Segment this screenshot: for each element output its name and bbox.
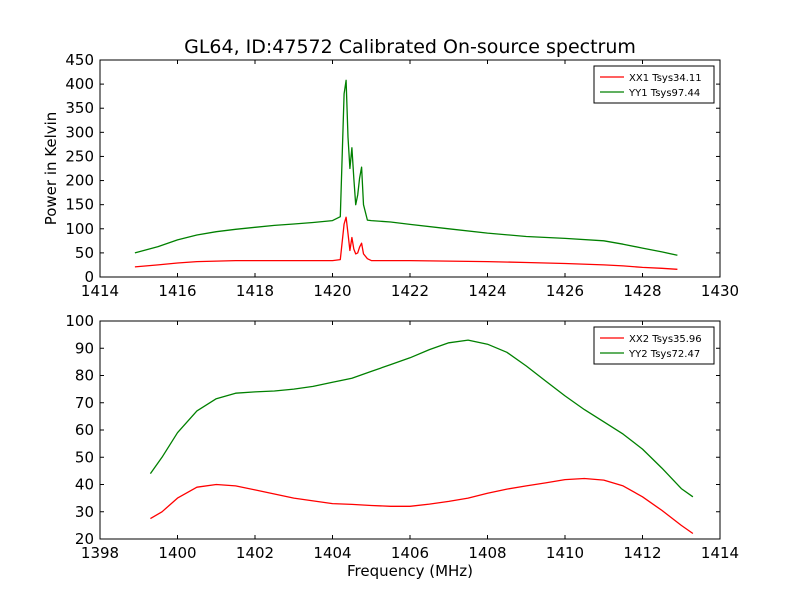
series-line-0-0 [134,216,678,270]
legend-label: YY2 Tsys72.47 [628,349,700,360]
x-tick-label: 1414 [701,544,739,562]
y-tick-label: 450 [65,51,94,69]
x-tick-label: 1418 [236,282,274,300]
legend-1: XX2 Tsys35.96 YY2 Tsys72.47 [593,326,715,365]
y-tick-label: 400 [65,75,94,93]
y-tick-label: 20 [75,530,94,548]
top-panel: 1414 1416 1418 1420 1422 1424 1426 1428 1430 0 50 1… [42,51,739,300]
x-tick-label: 1428 [623,282,661,300]
x-tick-label: 1426 [546,282,584,300]
y-tick-label: 50 [75,244,94,262]
series-line-0-1 [134,79,678,256]
y-tick-label: 100 [65,220,94,238]
legend-box [593,326,715,365]
y-tick-label: 80 [75,367,94,385]
y-tick-label: 150 [65,196,94,214]
x-tick-label: 1422 [391,282,429,300]
y-axis-label: Power in Kelvin [42,112,60,226]
bottom-panel: 1398 1400 1402 1404 1406 1408 1410 1412 1414 20 30… [65,312,739,580]
y-tick-label: 50 [75,448,94,466]
chart-title: GL64, ID:47572 Calibrated On-source spec… [184,36,636,58]
series-line-1-0 [150,477,694,535]
y-tick-label: 60 [75,421,94,439]
y-tick-label: 200 [65,172,94,190]
series-line-1-1 [149,339,694,498]
x-tick-label: 1410 [546,544,584,562]
y-tick-label: 70 [75,394,94,412]
y-tick-label: 250 [65,147,94,165]
y-tick-label: 0 [84,268,94,286]
x-tick-label: 1412 [623,544,661,562]
y-tick-label: 300 [65,123,94,141]
x-tick-label: 1430 [701,282,739,300]
x-tick-label: 1420 [313,282,351,300]
y-tick-label: 40 [75,476,94,494]
y-tick-label: 30 [75,503,94,521]
y-tick-label: 350 [65,99,94,117]
legend-label: XX2 Tsys35.96 [629,334,702,345]
y-tick-label: 100 [65,312,94,330]
legend-box [593,65,715,104]
x-tick-label: 1408 [468,544,506,562]
x-axis-label: Frequency (MHz) [347,562,473,580]
x-tick-label: 1400 [158,544,196,562]
x-tick-label: 1404 [313,544,351,562]
legend-label: YY1 Tsys97.44 [628,88,700,99]
x-tick-label: 1424 [468,282,506,300]
x-tick-label: 1414 [81,282,119,300]
y-tick-label: 90 [75,339,94,357]
x-tick-label: 1398 [81,544,119,562]
x-tick-label: 1416 [158,282,196,300]
x-tick-label: 1402 [236,544,274,562]
legend-0: XX1 Tsys34.11 YY1 Tsys97.44 [593,65,715,104]
x-tick-label: 1406 [391,544,429,562]
legend-label: XX1 Tsys34.11 [629,73,702,84]
